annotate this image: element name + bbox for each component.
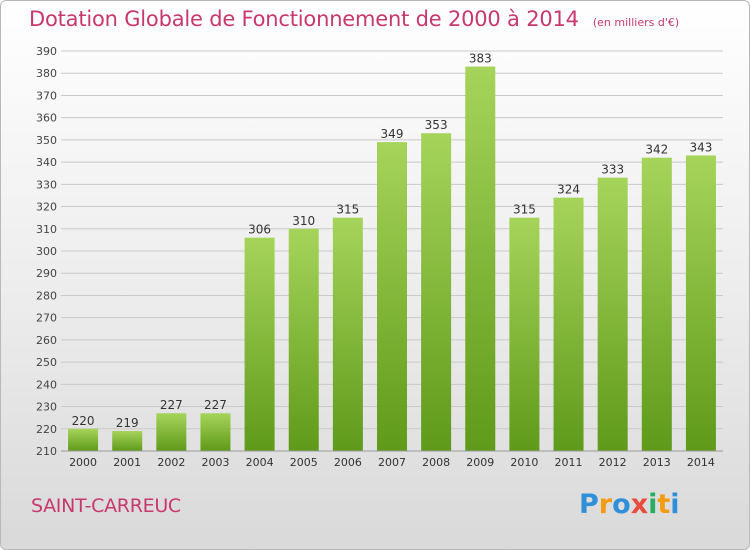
bar-2006 [332, 217, 363, 451]
chart-unit: (en milliers d'€) [592, 16, 680, 29]
proxiti-logo: Proxiti [579, 489, 680, 520]
logo-letter: i [670, 489, 680, 520]
bar-2013 [641, 157, 672, 451]
data-label: 333 [601, 163, 624, 177]
data-label: 306 [248, 223, 271, 237]
y-tick-label: 340 [36, 156, 57, 169]
x-axis-tick-labels: 2000 2001 2002 2003 2004 2005 2006 2007 2008 2009… [69, 456, 715, 469]
bar-2010 [509, 217, 540, 451]
y-tick-label: 360 [36, 112, 57, 125]
y-tick-label: 280 [36, 289, 57, 302]
data-label: 315 [336, 203, 359, 217]
data-label: 310 [292, 214, 315, 228]
y-axis-tick-labels: 210 220 230 240 250 260 270 280 290 300 310 320 330 3… [36, 45, 57, 458]
y-tick-label: 370 [36, 89, 57, 102]
y-tick-label: 270 [36, 312, 57, 325]
logo-letter: t [657, 489, 671, 520]
data-label: 353 [425, 118, 448, 132]
bar-2000 [68, 428, 99, 451]
x-tick-label: 2011 [555, 456, 583, 469]
y-tick-label: 250 [36, 356, 57, 369]
bar-2002 [156, 413, 187, 451]
logo-letter: i [648, 489, 658, 520]
x-tick-label: 2003 [201, 456, 229, 469]
bar-2009 [465, 66, 496, 452]
data-label: 349 [381, 127, 404, 141]
x-tick-label: 2013 [643, 456, 671, 469]
data-label: 227 [160, 398, 183, 412]
x-tick-label: 2001 [113, 456, 141, 469]
y-tick-label: 320 [36, 201, 57, 214]
bar-2005 [288, 228, 319, 451]
bar-2011 [553, 197, 584, 451]
x-tick-label: 2009 [466, 456, 494, 469]
y-tick-label: 350 [36, 134, 57, 147]
data-label: 342 [645, 143, 668, 157]
x-tick-label: 2002 [157, 456, 185, 469]
x-tick-label: 2000 [69, 456, 97, 469]
y-tick-label: 390 [36, 45, 57, 58]
y-tick-label: 310 [36, 223, 57, 236]
y-tick-label: 260 [36, 334, 57, 347]
bar-2001 [112, 431, 143, 451]
data-label: 383 [469, 52, 492, 66]
y-tick-label: 300 [36, 245, 57, 258]
x-tick-label: 2012 [599, 456, 627, 469]
y-tick-label: 230 [36, 401, 57, 414]
data-label: 343 [689, 140, 712, 154]
x-tick-label: 2014 [687, 456, 715, 469]
bar-2003 [200, 413, 231, 451]
data-labels: 220 219 227 227 306 310 315 349 353 383 315 324 333 3… [72, 52, 713, 430]
data-label: 324 [557, 183, 580, 197]
bar-2004 [244, 237, 275, 451]
bar-2008 [421, 133, 452, 451]
x-tick-label: 2006 [334, 456, 362, 469]
y-tick-label: 240 [36, 378, 57, 391]
logo-letter: r [598, 489, 613, 520]
data-label: 219 [116, 416, 139, 430]
logo-letter: x [630, 489, 649, 520]
data-label: 227 [204, 398, 227, 412]
x-tick-label: 2005 [290, 456, 318, 469]
bar-2007 [376, 142, 408, 451]
logo-letter: P [579, 489, 599, 520]
data-label: 315 [513, 203, 536, 217]
bar-2014 [685, 155, 716, 451]
commune-name: SAINT-CARREUC [31, 495, 181, 517]
chart-title: Dotation Globale de Fonctionnement de 20… [29, 7, 679, 31]
y-tick-label: 220 [36, 423, 57, 436]
bars [68, 66, 716, 452]
y-tick-label: 330 [36, 178, 57, 191]
chart-title-text: Dotation Globale de Fonctionnement de 20… [29, 7, 579, 31]
y-tick-label: 380 [36, 67, 57, 80]
x-tick-label: 2007 [378, 456, 406, 469]
data-label: 220 [72, 414, 95, 428]
logo-letter: o [612, 489, 631, 520]
x-tick-label: 2010 [510, 456, 538, 469]
bar-2012 [597, 177, 628, 451]
x-tick-label: 2004 [246, 456, 274, 469]
x-tick-label: 2008 [422, 456, 450, 469]
y-tick-label: 210 [36, 445, 57, 458]
y-tick-label: 290 [36, 267, 57, 280]
